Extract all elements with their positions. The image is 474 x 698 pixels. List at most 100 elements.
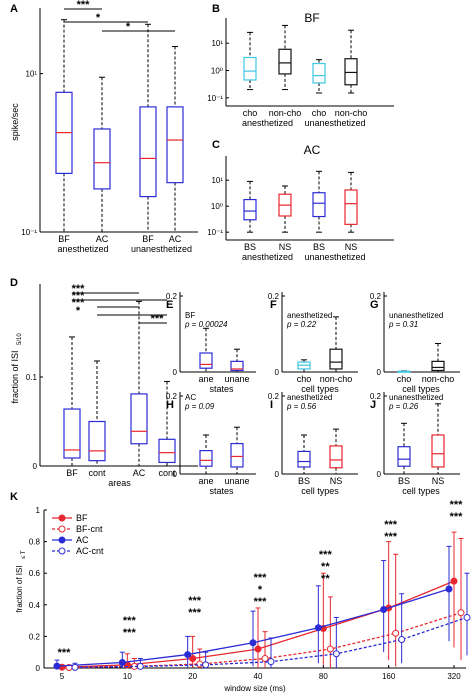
y-tick-label-e: 0 [173, 368, 178, 377]
significance-stars-d: * [76, 305, 81, 317]
significance-stars-k: *** [123, 627, 137, 639]
y-axis-label-d: fraction of ISI [10, 350, 20, 403]
significance-stars-k: *** [188, 595, 202, 607]
y-tick-label-h: 0 [173, 470, 178, 479]
panel-label-f: F [270, 299, 277, 311]
y-tick-label-a: 10⁻¹ [21, 228, 37, 237]
box-i [297, 450, 311, 468]
category-label-c: NS [279, 242, 292, 252]
panel-label-j: J [370, 399, 376, 411]
x-axis-label-k: window size (ms) [223, 684, 286, 693]
category-label-b: cho [312, 108, 327, 118]
box-b [243, 56, 257, 81]
x-tick-label-k: 5 [60, 672, 65, 681]
group-label-c: anesthetized [242, 252, 293, 262]
panel-title-g: unanesthetized [389, 311, 443, 320]
x-axis-label-i: cell types [301, 486, 339, 496]
y-tick-label-g: 0.2 [370, 292, 382, 301]
x-tick-label-k: 320 [447, 672, 461, 681]
y-tick-label-b: 10⁻¹ [207, 94, 223, 103]
data-point-ac-cnt [267, 658, 275, 666]
p-value-g: p = 0.31 [388, 320, 418, 329]
box-e [230, 360, 244, 372]
x-axis-label-e: states [209, 384, 234, 394]
data-point-ac [380, 606, 388, 614]
y-tick-label-i: 0 [275, 470, 280, 479]
significance-stars-k: *** [254, 596, 268, 608]
y-tick-label-h: 0.2 [166, 392, 178, 401]
data-point-ac [249, 639, 257, 647]
category-label-i: BS [298, 476, 310, 486]
legend-label: BF-cnt [76, 524, 103, 534]
data-point-bf-cnt [457, 609, 465, 617]
category-label-b: non-cho [269, 108, 302, 118]
significance-stars-k: *** [188, 607, 202, 619]
box-b [312, 62, 326, 84]
data-point-ac-cnt [332, 650, 340, 658]
panel-label-b: B [212, 3, 220, 15]
box-h [230, 442, 244, 468]
y-tick-label-k: 0.4 [29, 601, 41, 610]
box-b [344, 58, 358, 86]
legend-marker [58, 536, 66, 544]
significance-stars-d: *** [72, 297, 86, 309]
data-point-bf-cnt [196, 660, 204, 668]
group-label-b: unanesthetized [304, 118, 365, 128]
category-label-f: cho [297, 374, 312, 384]
panel-label-h: H [166, 399, 174, 411]
data-point-ac-cnt [136, 662, 144, 670]
data-point-bf [450, 577, 458, 585]
box-j [431, 434, 445, 468]
box-e [199, 352, 213, 369]
y-tick-label-k: 0 [36, 664, 41, 673]
panel-title-h: AC [185, 393, 196, 402]
x-axis-label-j: cell types [402, 486, 440, 496]
box-j [397, 446, 411, 467]
significance-stars-k: *** [450, 511, 464, 523]
p-value-i: p = 0.56 [286, 402, 317, 411]
p-value-h: p = 0.09 [184, 402, 215, 411]
significance-stars-a: * [96, 12, 101, 24]
y-tick-label-g: 0 [377, 368, 382, 377]
y-tick-label-j: 0.2 [370, 392, 382, 401]
data-point-bf-cnt [326, 645, 334, 653]
category-label-a: BF [142, 234, 154, 244]
y-tick-label-c: 10⁰ [211, 202, 223, 211]
category-label-j: BS [398, 476, 410, 486]
legend-marker [58, 547, 66, 555]
box-c [243, 198, 257, 221]
panel-title-f: anesthetized [287, 311, 332, 320]
data-point-ac-cnt [71, 663, 79, 671]
x-axis-label-h: states [209, 486, 234, 496]
group-label-c: unanesthetized [304, 252, 365, 262]
x-tick-label-k: 80 [319, 672, 328, 681]
box-a [139, 106, 157, 198]
data-point-bf-cnt [392, 629, 400, 637]
box-i [329, 445, 343, 469]
y-axis-label-k: fraction of ISI [15, 565, 24, 612]
y-axis-label-sub-d: 5/10 [17, 333, 23, 345]
x-tick-label-k: 40 [254, 672, 263, 681]
y-tick-label-a: 10¹ [25, 70, 37, 79]
y-tick-label-c: 10⁻¹ [207, 228, 223, 237]
box-b [278, 48, 292, 75]
legend-label: AC-cnt [76, 546, 104, 556]
category-label-c: NS [345, 242, 358, 252]
panel-title-b: BF [304, 11, 319, 25]
category-label-d: cont [88, 468, 106, 478]
panel-label-e: E [166, 299, 173, 311]
legend-marker [58, 525, 66, 533]
category-label-c: BS [244, 242, 256, 252]
category-label-f: non-cho [320, 374, 353, 384]
significance-stars-k: ** [321, 561, 330, 573]
significance-stars-a: * [126, 21, 131, 33]
category-label-g: cho [397, 374, 412, 384]
y-tick-label-b: 10¹ [211, 39, 223, 48]
panel-label-g: G [370, 299, 379, 311]
significance-stars-k: *** [384, 531, 398, 543]
significance-stars-k: *** [254, 572, 268, 584]
category-label-d: AC [133, 468, 146, 478]
y-tick-label-b: 10⁰ [211, 67, 223, 76]
y-axis-label-a: spike/sec [10, 103, 20, 141]
